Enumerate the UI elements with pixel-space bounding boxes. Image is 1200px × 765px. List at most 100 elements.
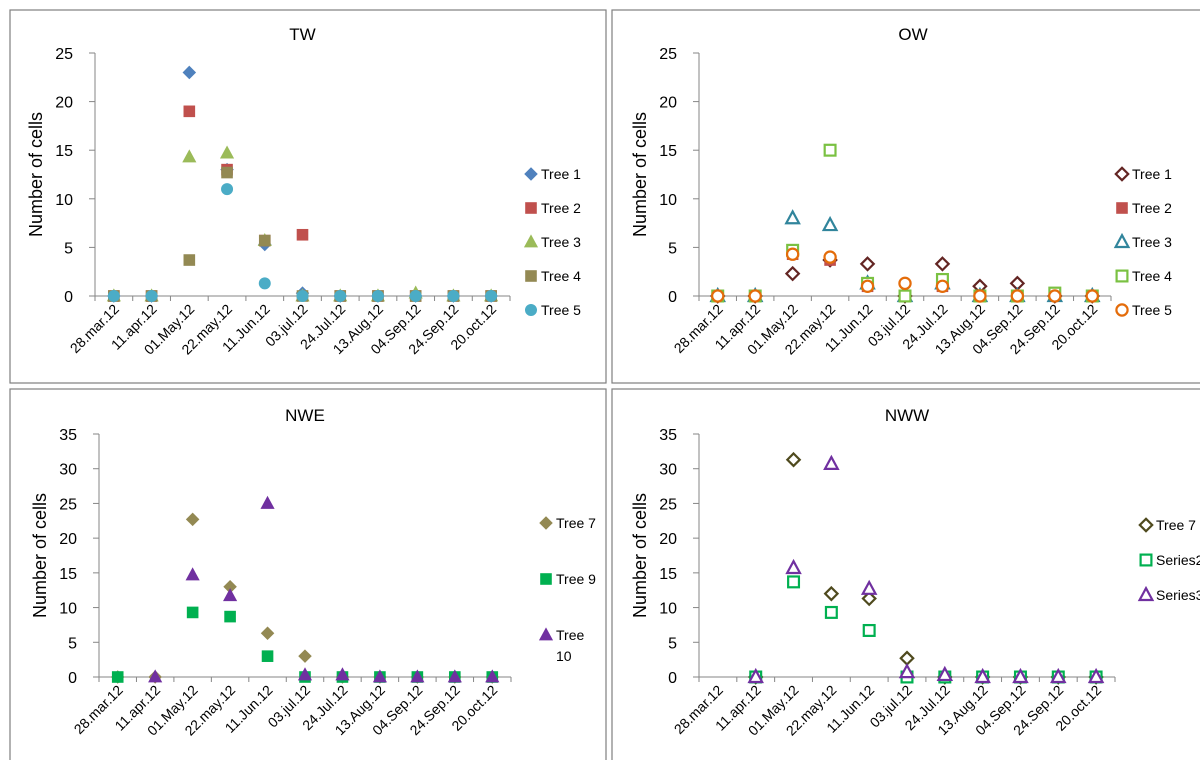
chart-nww-point bbox=[974, 667, 991, 684]
chart-nwe-point bbox=[185, 567, 200, 581]
chart-tw-point bbox=[182, 149, 197, 163]
chart-nww-point bbox=[787, 575, 801, 589]
chart-tw-legend-label: Tree 5 bbox=[541, 302, 581, 318]
chart-nww-y-tick-label: 25 bbox=[659, 496, 677, 513]
chart-ow-point bbox=[784, 265, 801, 282]
chart-nwe-legend-marker bbox=[540, 573, 552, 585]
chart-nwe-series-3 bbox=[148, 495, 500, 683]
chart-ow-legend: Tree 1 Tree 2 Tree 3 Tree 4 Tree 5 bbox=[1113, 166, 1172, 318]
chart-ow-point bbox=[973, 289, 987, 303]
chart-nwe-point bbox=[260, 626, 275, 641]
chart-ow-point bbox=[821, 215, 839, 232]
chart-nww-point bbox=[860, 579, 878, 595]
chart-nww-y-tick-label: 20 bbox=[659, 531, 677, 548]
chart-ow-point bbox=[1085, 289, 1099, 303]
chart-nwe-legend-marker bbox=[539, 516, 553, 530]
chart-ow-point bbox=[859, 256, 876, 272]
chart-tw-point bbox=[258, 234, 271, 247]
chart-ow-point bbox=[935, 279, 950, 293]
chart-tw-y-tick-label: 15 bbox=[55, 143, 73, 160]
chart-tw-point bbox=[183, 254, 196, 266]
chart-nwe-legend-label: Tree bbox=[556, 627, 584, 643]
chart-ow-point bbox=[784, 209, 801, 225]
chart-ow-point bbox=[823, 143, 837, 157]
chart-nwe-y-tick-label: 20 bbox=[59, 531, 77, 548]
chart-tw-point bbox=[447, 289, 460, 302]
chart-tw-point bbox=[107, 289, 120, 302]
chart-tw-y-tick-label: 0 bbox=[64, 289, 73, 306]
chart-nwe-point bbox=[148, 669, 163, 683]
chart-ow-point bbox=[860, 279, 875, 293]
chart-nwe-y-tick-label: 25 bbox=[59, 496, 77, 513]
chart-tw-y-tick-label: 10 bbox=[55, 192, 73, 209]
chart-tw-point bbox=[485, 289, 498, 302]
chart-nww-point bbox=[823, 454, 840, 470]
chart-nwe-y-tick-label: 10 bbox=[59, 601, 77, 618]
chart-tw-point bbox=[182, 65, 197, 80]
chart-tw-point bbox=[258, 277, 271, 290]
chart-nww-series-3 bbox=[747, 454, 1105, 684]
chart-nww-legend-label: Tree 7 bbox=[1156, 517, 1196, 533]
chart-tw-point bbox=[221, 166, 233, 179]
chart-tw-legend-label: Tree 4 bbox=[541, 268, 581, 284]
chart-ow-point bbox=[785, 247, 800, 261]
chart-nwe-y-tick-label: 5 bbox=[68, 635, 77, 652]
chart-ow-y-tick-label: 10 bbox=[659, 192, 677, 209]
chart-tw-legend-label: Tree 1 bbox=[541, 166, 581, 182]
chart-nww-title: NWW bbox=[885, 406, 929, 425]
chart-nwe-point bbox=[485, 669, 500, 683]
chart-tw-point bbox=[296, 228, 309, 241]
chart-ow-title: OW bbox=[898, 25, 927, 44]
chart-tw-y-tick-label: 25 bbox=[55, 46, 73, 63]
chart-nww-legend-label: Series3 bbox=[1156, 587, 1200, 603]
chart-tw-point bbox=[183, 105, 196, 118]
chart-nwe-point bbox=[410, 669, 425, 683]
chart-ow-legend-label: Tree 1 bbox=[1132, 166, 1172, 182]
chart-nww-point bbox=[823, 585, 840, 602]
chart-nwe-legend: Tree 7 Tree 9 Tree 10 bbox=[538, 515, 596, 664]
chart-nww-y-tick-label: 5 bbox=[668, 635, 677, 652]
chart-tw-point bbox=[334, 289, 347, 302]
chart-ow-legend-label: Tree 4 bbox=[1132, 268, 1172, 284]
chart-nww-point bbox=[785, 558, 802, 575]
chart-nww-point bbox=[824, 605, 838, 619]
chart-nwe-point bbox=[185, 512, 200, 527]
chart-nwe-y-tick-label: 15 bbox=[59, 566, 77, 583]
chart-nwe-point bbox=[224, 610, 236, 623]
chart-ow-legend-marker bbox=[1115, 303, 1129, 317]
chart-ow-frame bbox=[611, 9, 1200, 384]
chart-nwe-legend-label: Tree 7 bbox=[556, 515, 596, 531]
chart-nww-point bbox=[1087, 667, 1105, 684]
chart-nwe-y-label: Number of cells bbox=[30, 493, 50, 618]
chart-tw-legend-marker bbox=[523, 234, 539, 248]
chart-ow-point bbox=[823, 250, 837, 264]
chart-tw-legend-marker bbox=[525, 303, 538, 316]
chart-nwe-legend-label: 10 bbox=[556, 648, 572, 664]
chart-ow-point bbox=[898, 276, 912, 291]
chart-nwe-y-tick-label: 0 bbox=[68, 670, 77, 687]
chart-nww-y-tick-label: 0 bbox=[668, 670, 677, 687]
chart-nwe-y-tick-label: 30 bbox=[59, 462, 77, 479]
chart-ow-point bbox=[748, 289, 762, 303]
chart-nwe-frame bbox=[9, 388, 607, 765]
chart-nwe-legend-marker bbox=[538, 627, 554, 641]
chart-tw-legend: Tree 1 Tree 2 Tree 3 Tree 4 Tree 5 bbox=[523, 166, 581, 318]
chart-nwe-point bbox=[335, 667, 350, 681]
chart-ow-y-label: Number of cells bbox=[630, 112, 650, 237]
chart-nww-point bbox=[861, 590, 877, 607]
chart-tw-y-tick-label: 20 bbox=[55, 95, 73, 112]
chart-tw-legend-marker bbox=[525, 202, 537, 214]
chart-nww-point bbox=[936, 665, 954, 682]
chart-nww-legend: Tree 7 Series2 Series3 bbox=[1137, 517, 1200, 603]
chart-ow-point bbox=[1048, 289, 1062, 303]
chart-nww-frame bbox=[611, 388, 1200, 765]
chart-nww-point bbox=[747, 667, 764, 684]
chart-ow-y-tick-label: 20 bbox=[659, 95, 677, 112]
chart-ow-point bbox=[934, 256, 951, 272]
chart-nww-y-tick-label: 30 bbox=[659, 462, 677, 479]
chart-nww-point bbox=[898, 663, 916, 679]
